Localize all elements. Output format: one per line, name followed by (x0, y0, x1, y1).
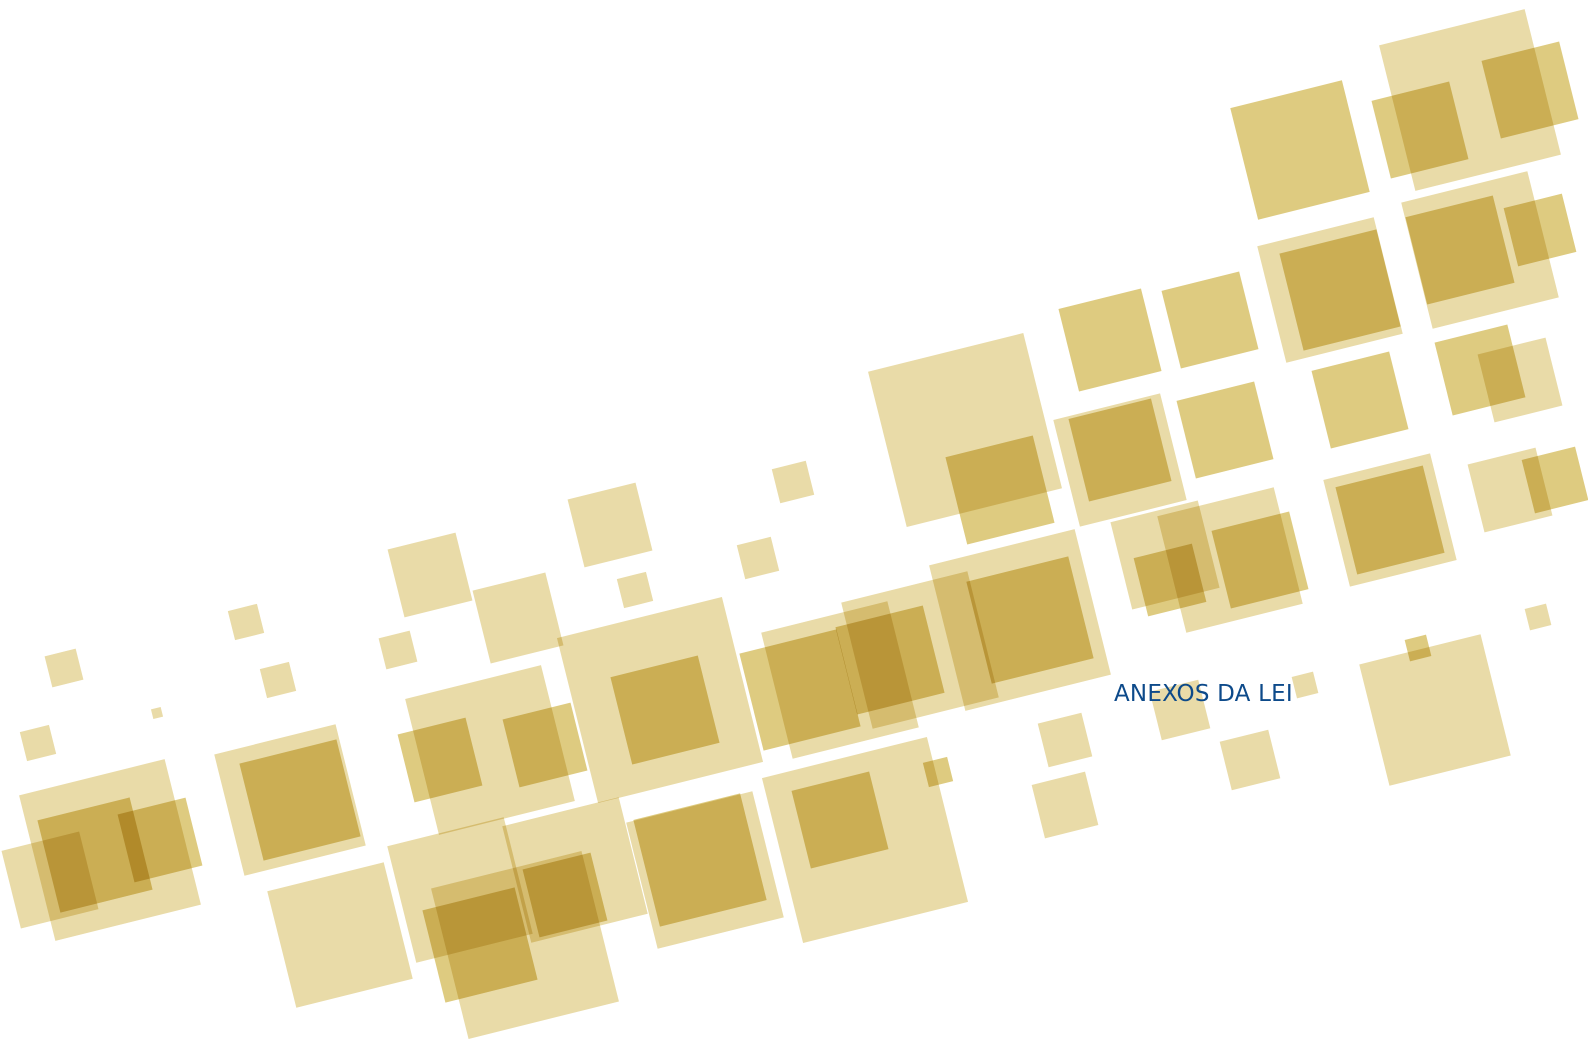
decorative-square (397, 717, 483, 803)
decorative-square (1481, 41, 1579, 139)
decorative-square (1404, 634, 1432, 662)
decorative-square (1, 831, 99, 929)
page-title: ANEXOS DA LEI (1114, 681, 1293, 707)
decorative-square (1405, 195, 1515, 305)
decorative-square (239, 739, 361, 861)
decorative-square (1161, 271, 1259, 369)
decorative-square (1477, 337, 1563, 423)
decorative-square (1110, 500, 1220, 610)
decorative-square (522, 852, 608, 938)
decorative-square (1503, 193, 1577, 267)
decorative-square (1335, 465, 1445, 575)
decorative-square (761, 601, 919, 759)
decorative-square (1524, 603, 1552, 631)
decorative-square (387, 532, 473, 618)
decorative-square (1053, 393, 1187, 527)
decorative-square (150, 706, 164, 720)
decorative-square (1037, 712, 1093, 768)
decorative-square (1219, 729, 1281, 791)
decorative-square (1149, 679, 1211, 741)
decorative-square (227, 603, 265, 641)
decorative-square (1371, 81, 1469, 179)
decorative-square (259, 661, 297, 699)
decorative-square (1279, 229, 1401, 351)
decorative-square (771, 460, 815, 504)
decorative-square (378, 630, 418, 670)
decorative-square (1211, 511, 1309, 609)
decorative-square (19, 724, 57, 762)
decorative-square (1058, 288, 1162, 392)
decorative-square (567, 482, 653, 568)
decorative-square (1291, 671, 1319, 699)
decorative-square (610, 655, 720, 765)
decorative-square (44, 648, 84, 688)
decorative-square (633, 793, 767, 927)
decorative-square (1031, 771, 1099, 839)
decorative-square (267, 862, 413, 1008)
decorative-square (472, 572, 564, 664)
decorative-square (1359, 634, 1511, 786)
decorative-square (117, 797, 203, 883)
decorative-square (922, 756, 954, 788)
decorative-square (1521, 446, 1588, 514)
decorative-square (736, 536, 780, 580)
decorative-square (945, 435, 1055, 545)
decorative-square (791, 771, 889, 869)
decorative-square (502, 702, 588, 788)
decorative-square (966, 556, 1094, 684)
decorative-square (616, 571, 654, 609)
decorative-square (1176, 381, 1274, 479)
decorative-square (422, 887, 538, 1003)
decorative-square (1230, 80, 1370, 220)
decorative-square (1311, 351, 1409, 449)
